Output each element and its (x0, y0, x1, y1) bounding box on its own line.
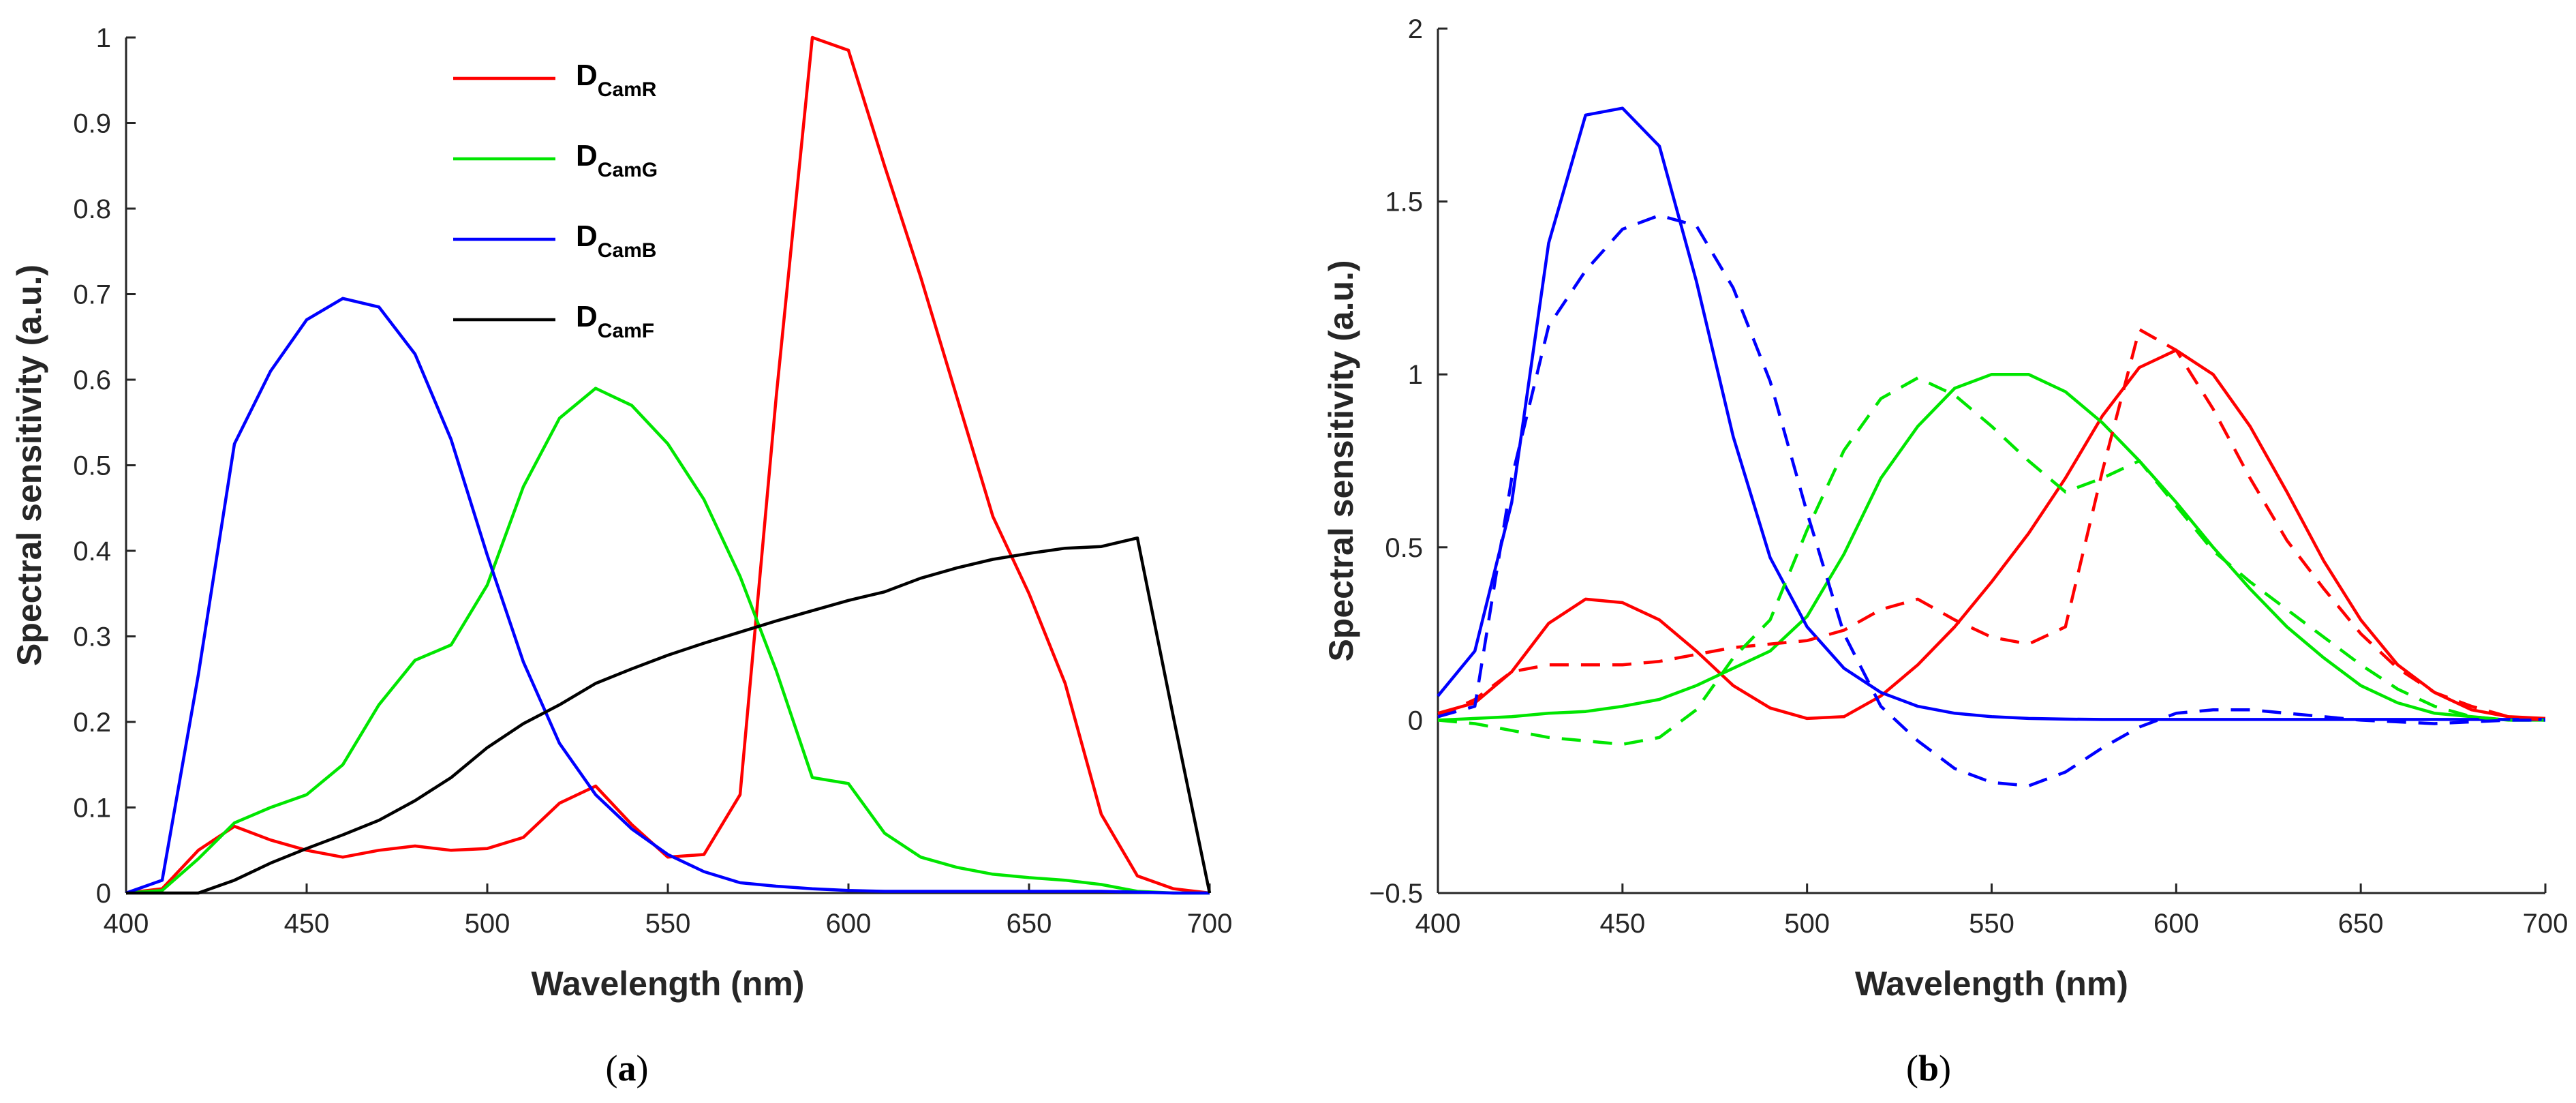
y-tick-label: 0.1 (73, 794, 111, 824)
x-tick-label: 650 (2338, 909, 2384, 939)
x-axis-label: Wavelength (nm) (532, 965, 805, 1003)
y-tick-label: 0.7 (73, 280, 111, 310)
y-tick-label: 0.3 (73, 622, 111, 652)
caption-close: ) (637, 1048, 649, 1089)
panel-caption: (b) (1906, 1048, 1951, 1089)
y-tick-label: 0.2 (73, 708, 111, 738)
x-tick-label: 550 (1969, 909, 2014, 939)
panel-caption: (a) (606, 1048, 649, 1089)
y-tick-label: 1 (1408, 360, 1423, 390)
series-g-dashed-line (1437, 376, 2545, 746)
series-r-dashed-line (1437, 328, 2546, 722)
x-tick-label: 700 (1187, 909, 1233, 939)
x-tick-label: 600 (826, 909, 872, 939)
y-tick-label: −0.5 (1369, 879, 1423, 909)
legend-entry-main: D (576, 59, 598, 92)
x-axis-label: Wavelength (nm) (1855, 965, 2128, 1003)
panel-b-chart: 400 450 500 550 600 650 700 −0.5 0 0.5 1 1.5 2 Wavele… (1322, 14, 2568, 1089)
y-tick-label: 0.9 (73, 109, 111, 139)
y-axis-label: Spectral sensitivity (a.u.) (1322, 260, 1360, 661)
x-tick-label: 500 (465, 909, 510, 939)
x-tick-label: 650 (1007, 909, 1052, 939)
x-tick-label: 550 (645, 909, 691, 939)
y-axis-label: Spectral sensitivity (a.u.) (10, 265, 48, 666)
caption-letter: b (1918, 1048, 1939, 1089)
caption-letter: a (618, 1048, 637, 1089)
x-tick-label: 450 (284, 909, 330, 939)
series-camr-line (125, 35, 1210, 895)
caption-close: ) (1939, 1048, 1951, 1089)
caption-open: ( (606, 1048, 618, 1089)
legend-entry-subscript: CamF (598, 320, 654, 342)
legend-entry-subscript: CamR (598, 78, 657, 101)
x-tick-label: 400 (104, 909, 149, 939)
series-g-solid-line (1437, 372, 2545, 722)
legend-entry-camf: DCamF (576, 300, 654, 342)
x-tick-label: 500 (1784, 909, 1830, 939)
y-tick-label: 0.5 (1385, 533, 1423, 563)
series-r-solid-line (1437, 348, 2546, 721)
series-b-dashed-line (1437, 213, 2545, 788)
y-tick-label: 0 (96, 879, 111, 909)
y-tick-label: 0 (1408, 706, 1423, 736)
caption-open: ( (1906, 1048, 1918, 1089)
y-tick-label: 2 (1408, 14, 1423, 44)
legend-entry-camg: DCamG (576, 139, 658, 181)
y-tick-label: 1.5 (1385, 187, 1423, 217)
x-tick-label: 700 (2523, 909, 2569, 939)
y-tick-label: 1 (96, 23, 111, 53)
panel-a-chart: 400 450 500 550 600 650 700 0 0.1 0.2 0.3 0.4 0.5 0.6… (10, 23, 1232, 1089)
series-camg-line (125, 387, 1210, 895)
legend-entry-subscript: CamG (598, 159, 658, 181)
x-tick-label: 600 (2153, 909, 2199, 939)
legend-entry-camb: DCamB (576, 220, 656, 262)
legend-entry-main: D (576, 139, 598, 172)
series-b-solid-line (1437, 106, 2545, 721)
y-tick-label: 0.5 (73, 451, 111, 481)
legend-entry-main: D (576, 220, 598, 253)
y-tick-label: 0.4 (73, 537, 111, 566)
series-camf-line (126, 536, 1212, 895)
legend-entry-subscript: CamB (598, 239, 657, 262)
y-tick-label: 0.8 (73, 194, 111, 224)
legend-entry-main: D (576, 300, 598, 333)
x-tick-label: 450 (1599, 909, 1645, 939)
y-tick-label: 0.6 (73, 365, 111, 395)
series-camb-line (125, 297, 1210, 895)
x-tick-label: 400 (1415, 909, 1461, 939)
legend-entry-camr: DCamR (576, 59, 657, 101)
